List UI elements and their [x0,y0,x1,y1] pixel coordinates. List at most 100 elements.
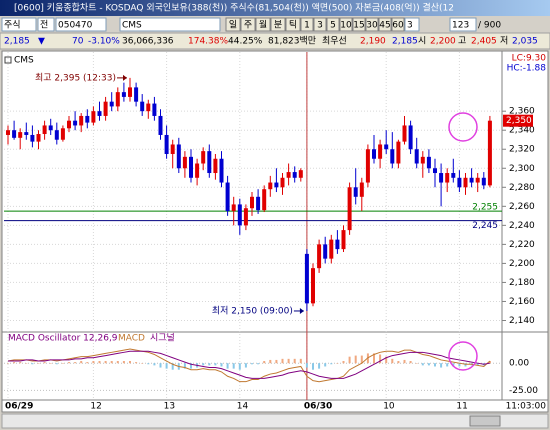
candle-body [256,196,261,211]
candle-body [280,177,285,188]
period-label[interactable]: 15 [353,21,364,31]
quote-ask: 2,190 [360,37,386,47]
visible[interactable]: 123 [452,21,469,31]
period-button[interactable] [378,17,392,32]
quote-bar [0,32,550,50]
period-label[interactable]: 45 [379,21,390,31]
y-tick-label: 2,320 [509,145,535,155]
oscillator-bar [348,356,351,364]
y-tick-label: 2,360 [509,107,535,117]
count[interactable]: 3 [407,21,413,31]
scrollbar[interactable] [1,413,549,429]
oscillator-bar [458,363,461,367]
oscillator-bar [31,363,34,365]
period-button[interactable] [255,17,271,32]
candle-body [274,182,279,188]
code-box[interactable] [55,17,107,32]
candle-body [439,173,444,183]
oscillator-bar [385,356,388,364]
period-label[interactable]: 3 [317,21,323,31]
quote-price: 2,185 [4,37,30,47]
oscillator-bar [446,363,449,367]
quote-change-pct: -3.10% [88,37,120,47]
legend-entry: 시그널 [150,333,175,344]
candle-body [195,163,200,178]
quote-volume: 36,066,336 [122,37,174,47]
oscillator-bar [287,358,290,364]
period-label[interactable]: 월 [259,19,267,31]
period-label[interactable]: 주 [244,20,252,31]
candle-body [347,187,352,231]
oscillator-bar [55,363,58,365]
last-price-box [503,114,533,127]
period-button[interactable] [326,17,340,32]
candle-body [121,92,126,97]
visible-box[interactable] [449,17,477,32]
period-button[interactable] [313,17,327,32]
chart-layer: 주식 전 050470 CMS 일 주 월 분 틱 1 3 5 10 15 30 45 60 3 123/ 9002… [1,17,547,412]
x-tick-label: 06/30 [304,402,332,412]
period-label[interactable]: 분 [274,20,282,31]
prefix[interactable]: 전 [40,20,48,31]
count-box[interactable] [404,17,420,32]
candle-body [12,130,17,138]
candle-body [469,177,474,183]
quote-open: 2,200 [430,37,456,47]
oscillator-bar [98,361,101,364]
oscillator-bar [13,362,16,364]
oscillator-bar [324,363,327,367]
period-label[interactable]: 1 [304,21,310,31]
oscillator-bar [251,363,253,365]
quote-amount: 81,823백만 [268,36,316,47]
prefix-box[interactable] [37,17,55,32]
candle-body [323,244,328,259]
candle-body [286,172,291,178]
candle-body [341,230,346,250]
market[interactable]: 주식 [4,20,21,31]
x-tick-label: 12 [90,402,101,412]
candle-body [67,120,71,129]
period-button[interactable] [352,17,366,32]
y-tick-label: 2,160 [509,297,535,307]
candle-body [182,156,187,169]
indicator-box[interactable] [119,17,221,32]
y-tick-label: 2,140 [509,316,535,326]
market-box[interactable] [1,17,37,32]
oscillator-bar [434,363,436,367]
quote-high: 2,405 [471,37,497,47]
oscillator-bar [226,363,229,369]
period-button[interactable] [270,17,286,32]
period-button[interactable] [300,17,314,32]
candle-body [213,158,218,174]
candle-body [152,103,157,116]
period-button[interactable] [225,17,241,32]
period-label[interactable]: 일 [229,20,237,31]
scroll-thumb[interactable] [469,415,501,427]
period-label[interactable]: 틱 [289,19,297,31]
period-button[interactable] [339,17,353,32]
candle-body [237,204,242,226]
period-button[interactable] [240,17,256,32]
period-button[interactable] [285,17,301,32]
quote-low: 2,035 [512,37,538,47]
candle-body [353,187,358,197]
oscillator-bar [330,363,333,365]
indicator[interactable]: CMS [122,21,142,31]
chart-frame [1,50,549,413]
candle-body [457,177,462,188]
oscillator-bar [244,363,247,368]
candle-body [79,115,84,126]
period-label[interactable]: 5 [330,21,336,31]
period-button[interactable] [391,17,405,32]
code[interactable]: 050470 [58,21,93,31]
period-label[interactable]: 30 [366,21,378,31]
period-label[interactable]: 60 [392,21,404,31]
oscillator-bar [312,363,314,370]
hc-label: HC:-1.88 [507,64,547,74]
period-button[interactable] [365,17,379,32]
oscillator-bar [116,361,119,364]
candle-body [231,204,236,212]
period-label[interactable]: 10 [340,21,352,31]
y-tick-label: 2,260 [509,202,535,212]
